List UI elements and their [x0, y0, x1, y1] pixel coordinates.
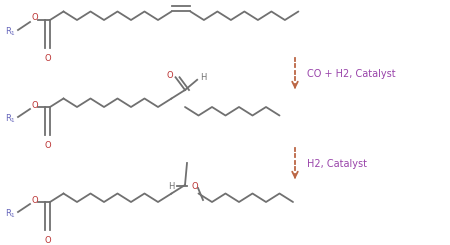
Text: R$_1$: R$_1$ [5, 113, 16, 125]
Text: O: O [45, 54, 51, 63]
Text: O: O [31, 100, 38, 110]
Text: O: O [31, 13, 38, 23]
Text: O: O [191, 182, 198, 191]
Text: R$_1$: R$_1$ [5, 26, 16, 38]
Text: O: O [31, 196, 38, 205]
Text: H2, Catalyst: H2, Catalyst [307, 159, 367, 169]
Text: O: O [45, 141, 51, 150]
Text: O: O [166, 71, 173, 80]
Text: R$_1$: R$_1$ [5, 208, 16, 220]
Text: H: H [200, 73, 207, 82]
Text: O: O [45, 236, 51, 245]
Text: CO + H2, Catalyst: CO + H2, Catalyst [307, 69, 396, 79]
Text: H: H [168, 182, 174, 191]
